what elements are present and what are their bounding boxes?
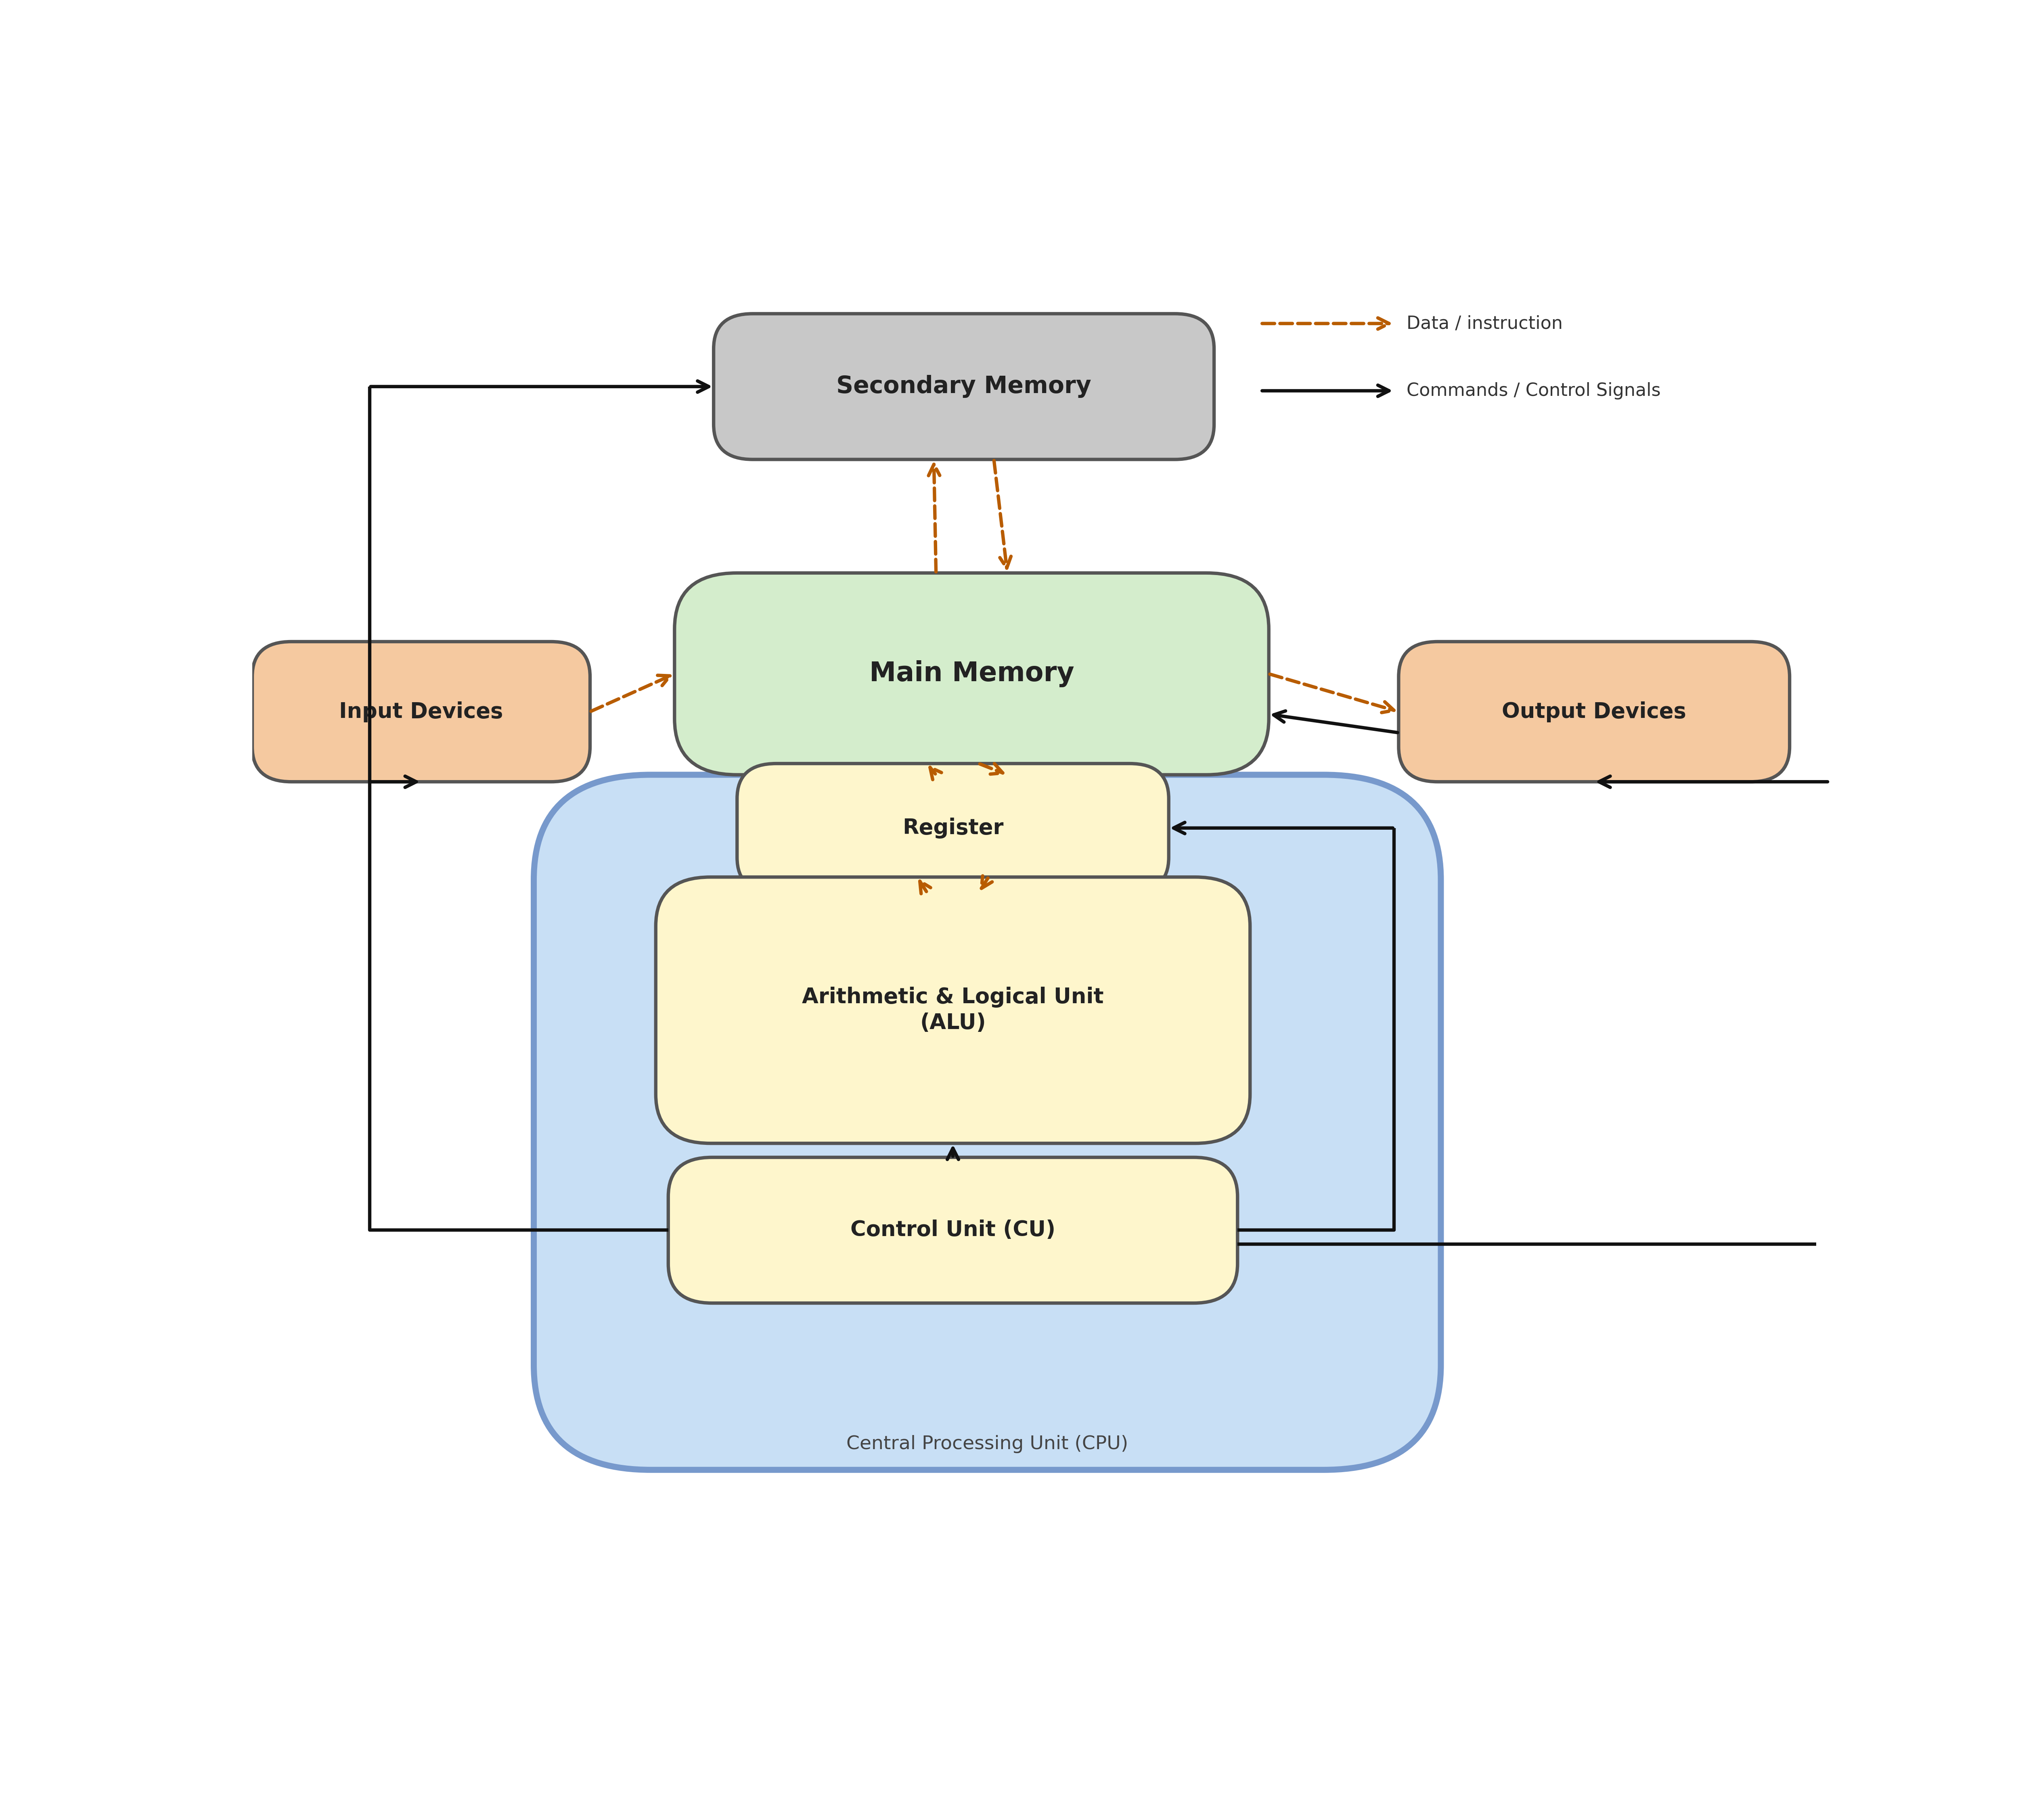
Text: Main Memory: Main Memory <box>870 661 1074 688</box>
Text: Secondary Memory: Secondary Memory <box>835 375 1092 399</box>
Text: Output Devices: Output Devices <box>1501 701 1687 723</box>
Text: Control Unit (CU): Control Unit (CU) <box>850 1219 1055 1241</box>
Text: Central Processing Unit (CPU): Central Processing Unit (CPU) <box>846 1434 1128 1452</box>
Text: Input Devices: Input Devices <box>339 701 502 723</box>
FancyBboxPatch shape <box>674 573 1269 775</box>
Text: Data / instruction: Data / instruction <box>1407 315 1562 333</box>
Text: Arithmetic & Logical Unit
(ALU): Arithmetic & Logical Unit (ALU) <box>801 986 1104 1034</box>
FancyBboxPatch shape <box>1398 642 1790 783</box>
FancyBboxPatch shape <box>533 775 1441 1471</box>
FancyBboxPatch shape <box>714 313 1215 459</box>
Text: Commands / Control Signals: Commands / Control Signals <box>1407 382 1661 399</box>
FancyBboxPatch shape <box>737 764 1168 892</box>
FancyBboxPatch shape <box>668 1158 1237 1303</box>
FancyBboxPatch shape <box>656 877 1249 1143</box>
Text: Register: Register <box>902 817 1003 839</box>
FancyBboxPatch shape <box>252 642 589 783</box>
